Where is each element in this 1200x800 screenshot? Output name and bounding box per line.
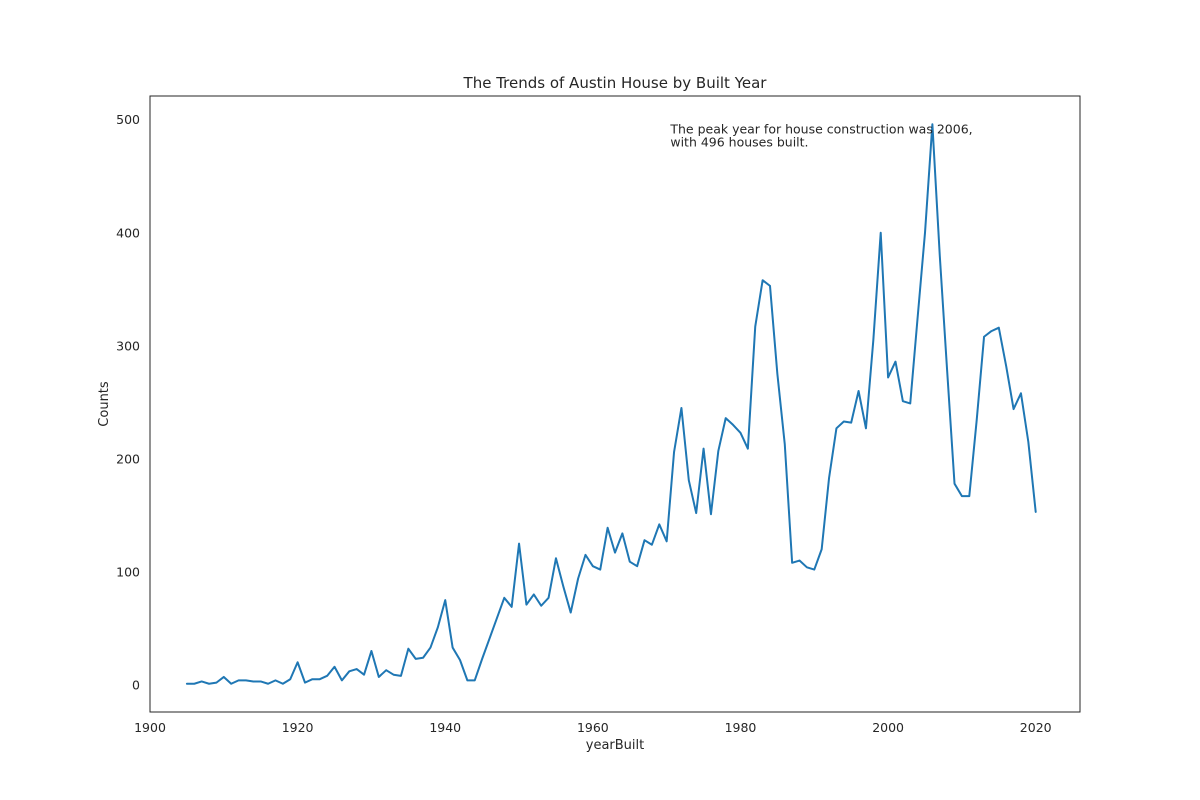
x-tick-label: 1960 xyxy=(577,720,609,735)
x-tick-label: 1920 xyxy=(282,720,314,735)
y-tick-label: 100 xyxy=(116,564,140,579)
x-tick-label: 2000 xyxy=(872,720,904,735)
x-tick-label: 1980 xyxy=(725,720,757,735)
x-tick-label: 1940 xyxy=(429,720,461,735)
plot-background xyxy=(150,96,1080,712)
plot-frame xyxy=(149,95,1081,713)
y-tick-label: 0 xyxy=(132,677,140,692)
y-tick-label: 300 xyxy=(116,338,140,353)
x-axis-ticks: 1900 1920 1940 1960 1980 2000 2020 xyxy=(134,720,1052,735)
series-line xyxy=(185,123,1037,685)
peak-annotation: The peak year for house construction was… xyxy=(669,121,976,149)
peak-annotation-line1: The peak year for house construction was… xyxy=(669,121,972,136)
y-tick-label: 500 xyxy=(116,112,140,127)
y-tick-label: 400 xyxy=(116,225,140,240)
y-axis-ticks: 0 100 200 300 400 500 xyxy=(116,112,140,692)
y-axis-label: Counts xyxy=(97,381,112,427)
x-tick-label: 2020 xyxy=(1020,720,1052,735)
x-axis-label: yearBuilt xyxy=(586,738,644,753)
x-tick-label: 1900 xyxy=(134,720,166,735)
chart-title: The Trends of Austin House by Built Year xyxy=(463,74,768,92)
peak-annotation-line2: with 496 houses built. xyxy=(670,134,808,149)
y-tick-label: 200 xyxy=(116,451,140,466)
